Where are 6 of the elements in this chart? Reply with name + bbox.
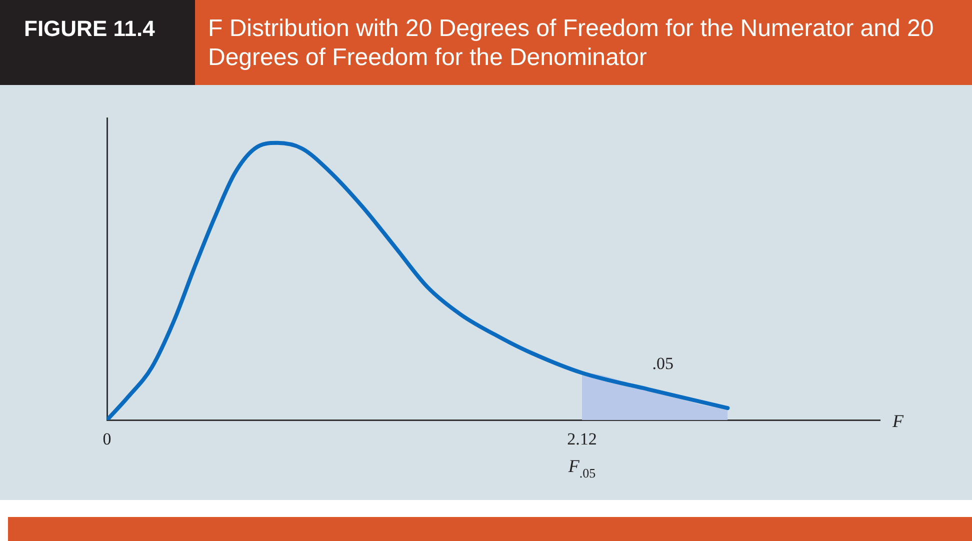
chart-title: FIGURE 11.4	[0, 0, 195, 85]
x-tick-label: 0	[102, 430, 112, 449]
chart-subtitle: F Distribution with 20 Degrees of Freedom for the Numerator and 20 Degrees of Freedom for the Denominator	[208, 14, 935, 72]
x-tick-label: 2.12	[567, 430, 597, 449]
annotation: .05	[652, 354, 674, 373]
x-axis-title: F	[892, 411, 904, 431]
